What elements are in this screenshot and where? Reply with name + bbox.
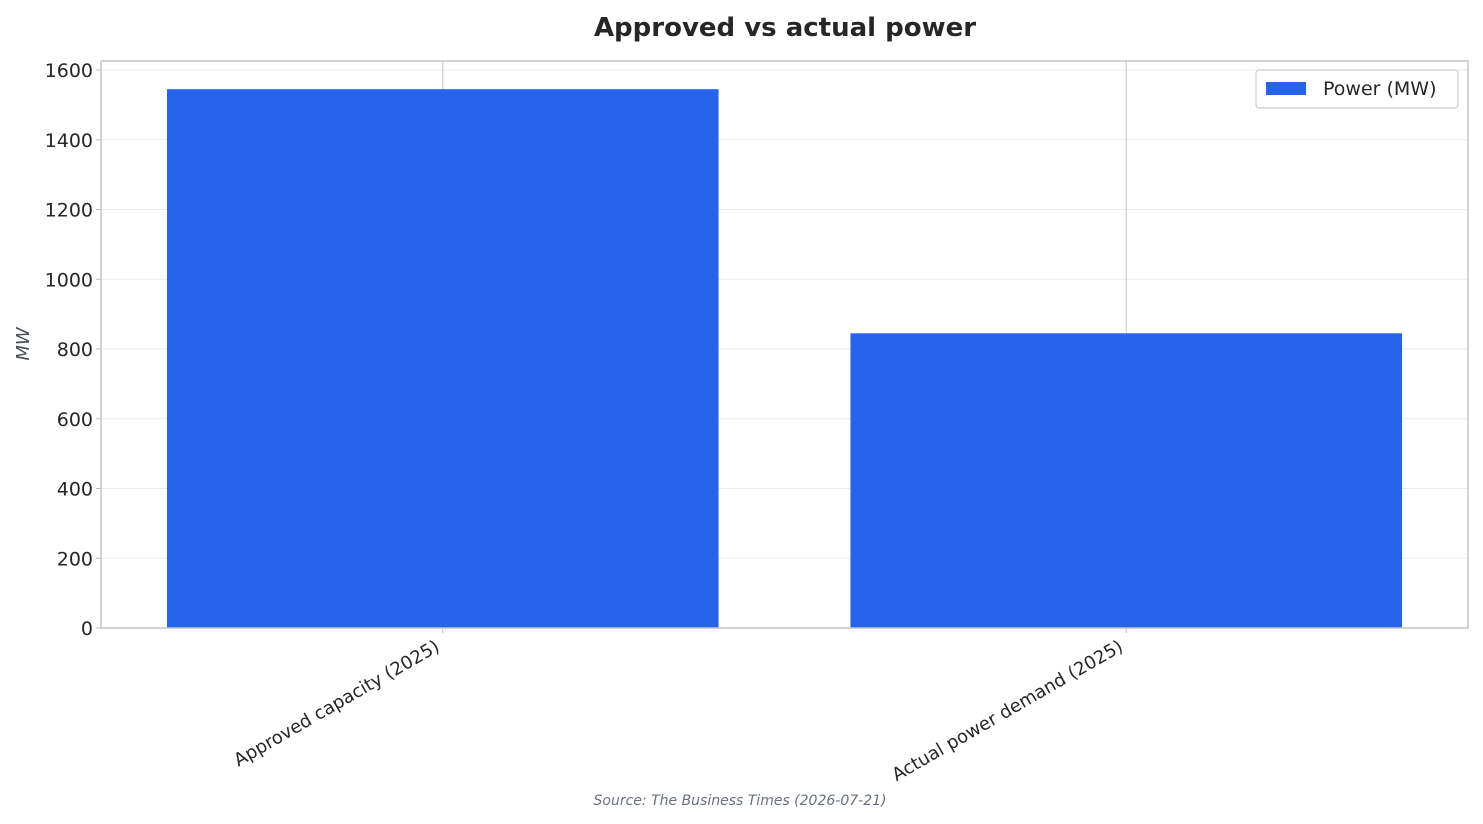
y-tick-label: 600: [57, 409, 93, 431]
legend-swatch: [1266, 82, 1306, 95]
y-axis-label: MW: [13, 326, 34, 361]
y-tick-label: 1000: [45, 269, 93, 291]
y-tick-label: 800: [57, 339, 93, 361]
y-tick-label: 1600: [45, 60, 93, 82]
chart-title: Approved vs actual power: [594, 13, 976, 43]
y-tick-label: 400: [57, 479, 93, 501]
legend-frame: [1255, 69, 1459, 109]
source-note: Source: The Business Times (2026-07-21): [594, 793, 887, 809]
bar-1: [850, 333, 1403, 628]
y-tick-label: 0: [81, 618, 93, 640]
legend-label: Power (MW): [1323, 78, 1437, 100]
y-tick-label: 1200: [45, 200, 93, 222]
plot-frame: [100, 60, 1469, 629]
y-tick-label: 200: [57, 548, 93, 570]
legend: Power (MW): [1255, 69, 1459, 109]
y-tick-label: 1400: [45, 130, 93, 152]
bar-layer: [166, 89, 1403, 628]
bar-0: [166, 89, 719, 628]
